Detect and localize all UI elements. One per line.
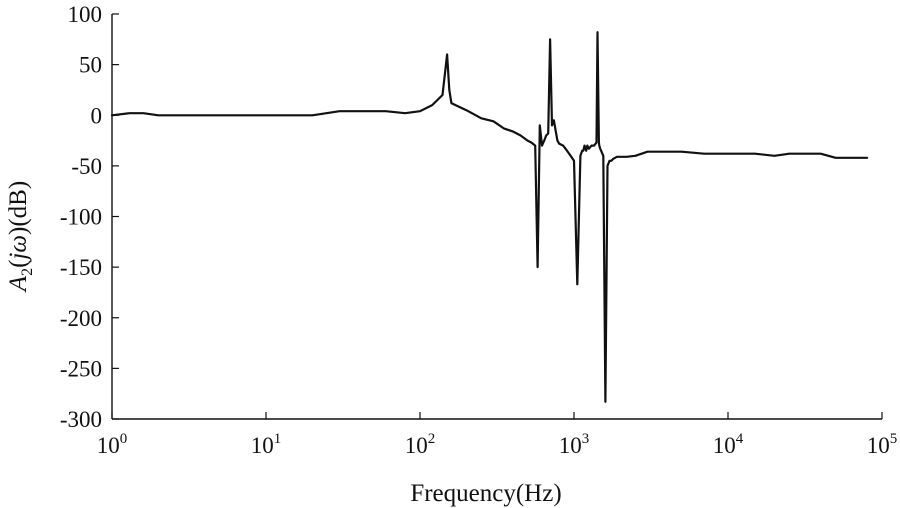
y-axis-title-open: ( [5,260,32,268]
axes [111,14,882,420]
x-tick-label: 104 [713,431,744,458]
y-tick-label: -200 [60,306,102,331]
y-tick-label: 0 [91,103,103,128]
x-tick-label-exp: 5 [890,431,898,447]
series-line-0 [110,31,869,403]
x-tick-labels: 100 101 102 103 104 105 [97,431,898,458]
x-tick-label-exp: 1 [274,431,282,447]
x-tick-label-base: 10 [713,433,736,458]
y-tick-label: 100 [68,2,103,27]
y-axis-title-base: A [5,275,32,293]
series-layer [110,31,869,403]
x-tick-label-base: 10 [251,433,274,458]
y-axis-title: A2(jω)(dB) [5,181,36,293]
y-tick-label: -150 [60,255,102,280]
tick-marks [111,13,883,420]
y-tick-label: -100 [60,205,102,230]
x-tick-label: 103 [559,431,590,458]
x-axis-title: Frequency(Hz) [410,480,561,507]
x-tick-label: 100 [97,431,128,458]
y-axis-title-sub: 2 [19,268,36,276]
y-axis-title-var: jω [5,235,32,263]
y-tick-label: -50 [71,154,102,179]
y-tick-label: -300 [60,407,102,432]
y-tick-label: 50 [79,53,102,78]
x-tick-label-exp: 4 [736,431,744,447]
x-tick-label-exp: 3 [582,431,590,447]
x-tick-label: 105 [867,431,898,458]
x-tick-label-base: 10 [405,433,428,458]
y-axis-title-close: )(dB) [5,181,32,235]
x-tick-label-exp: 0 [120,431,128,447]
x-tick-label-base: 10 [97,433,120,458]
x-tick-label-base: 10 [867,433,890,458]
y-tick-labels: 100 50 0 -50 -100 -150 -200 -250 -300 [60,2,102,432]
x-tick-label: 102 [405,431,436,458]
y-tick-label: -250 [60,356,102,381]
x-tick-label-base: 10 [559,433,582,458]
x-tick-label: 101 [251,431,282,458]
x-tick-label-exp: 2 [428,431,436,447]
